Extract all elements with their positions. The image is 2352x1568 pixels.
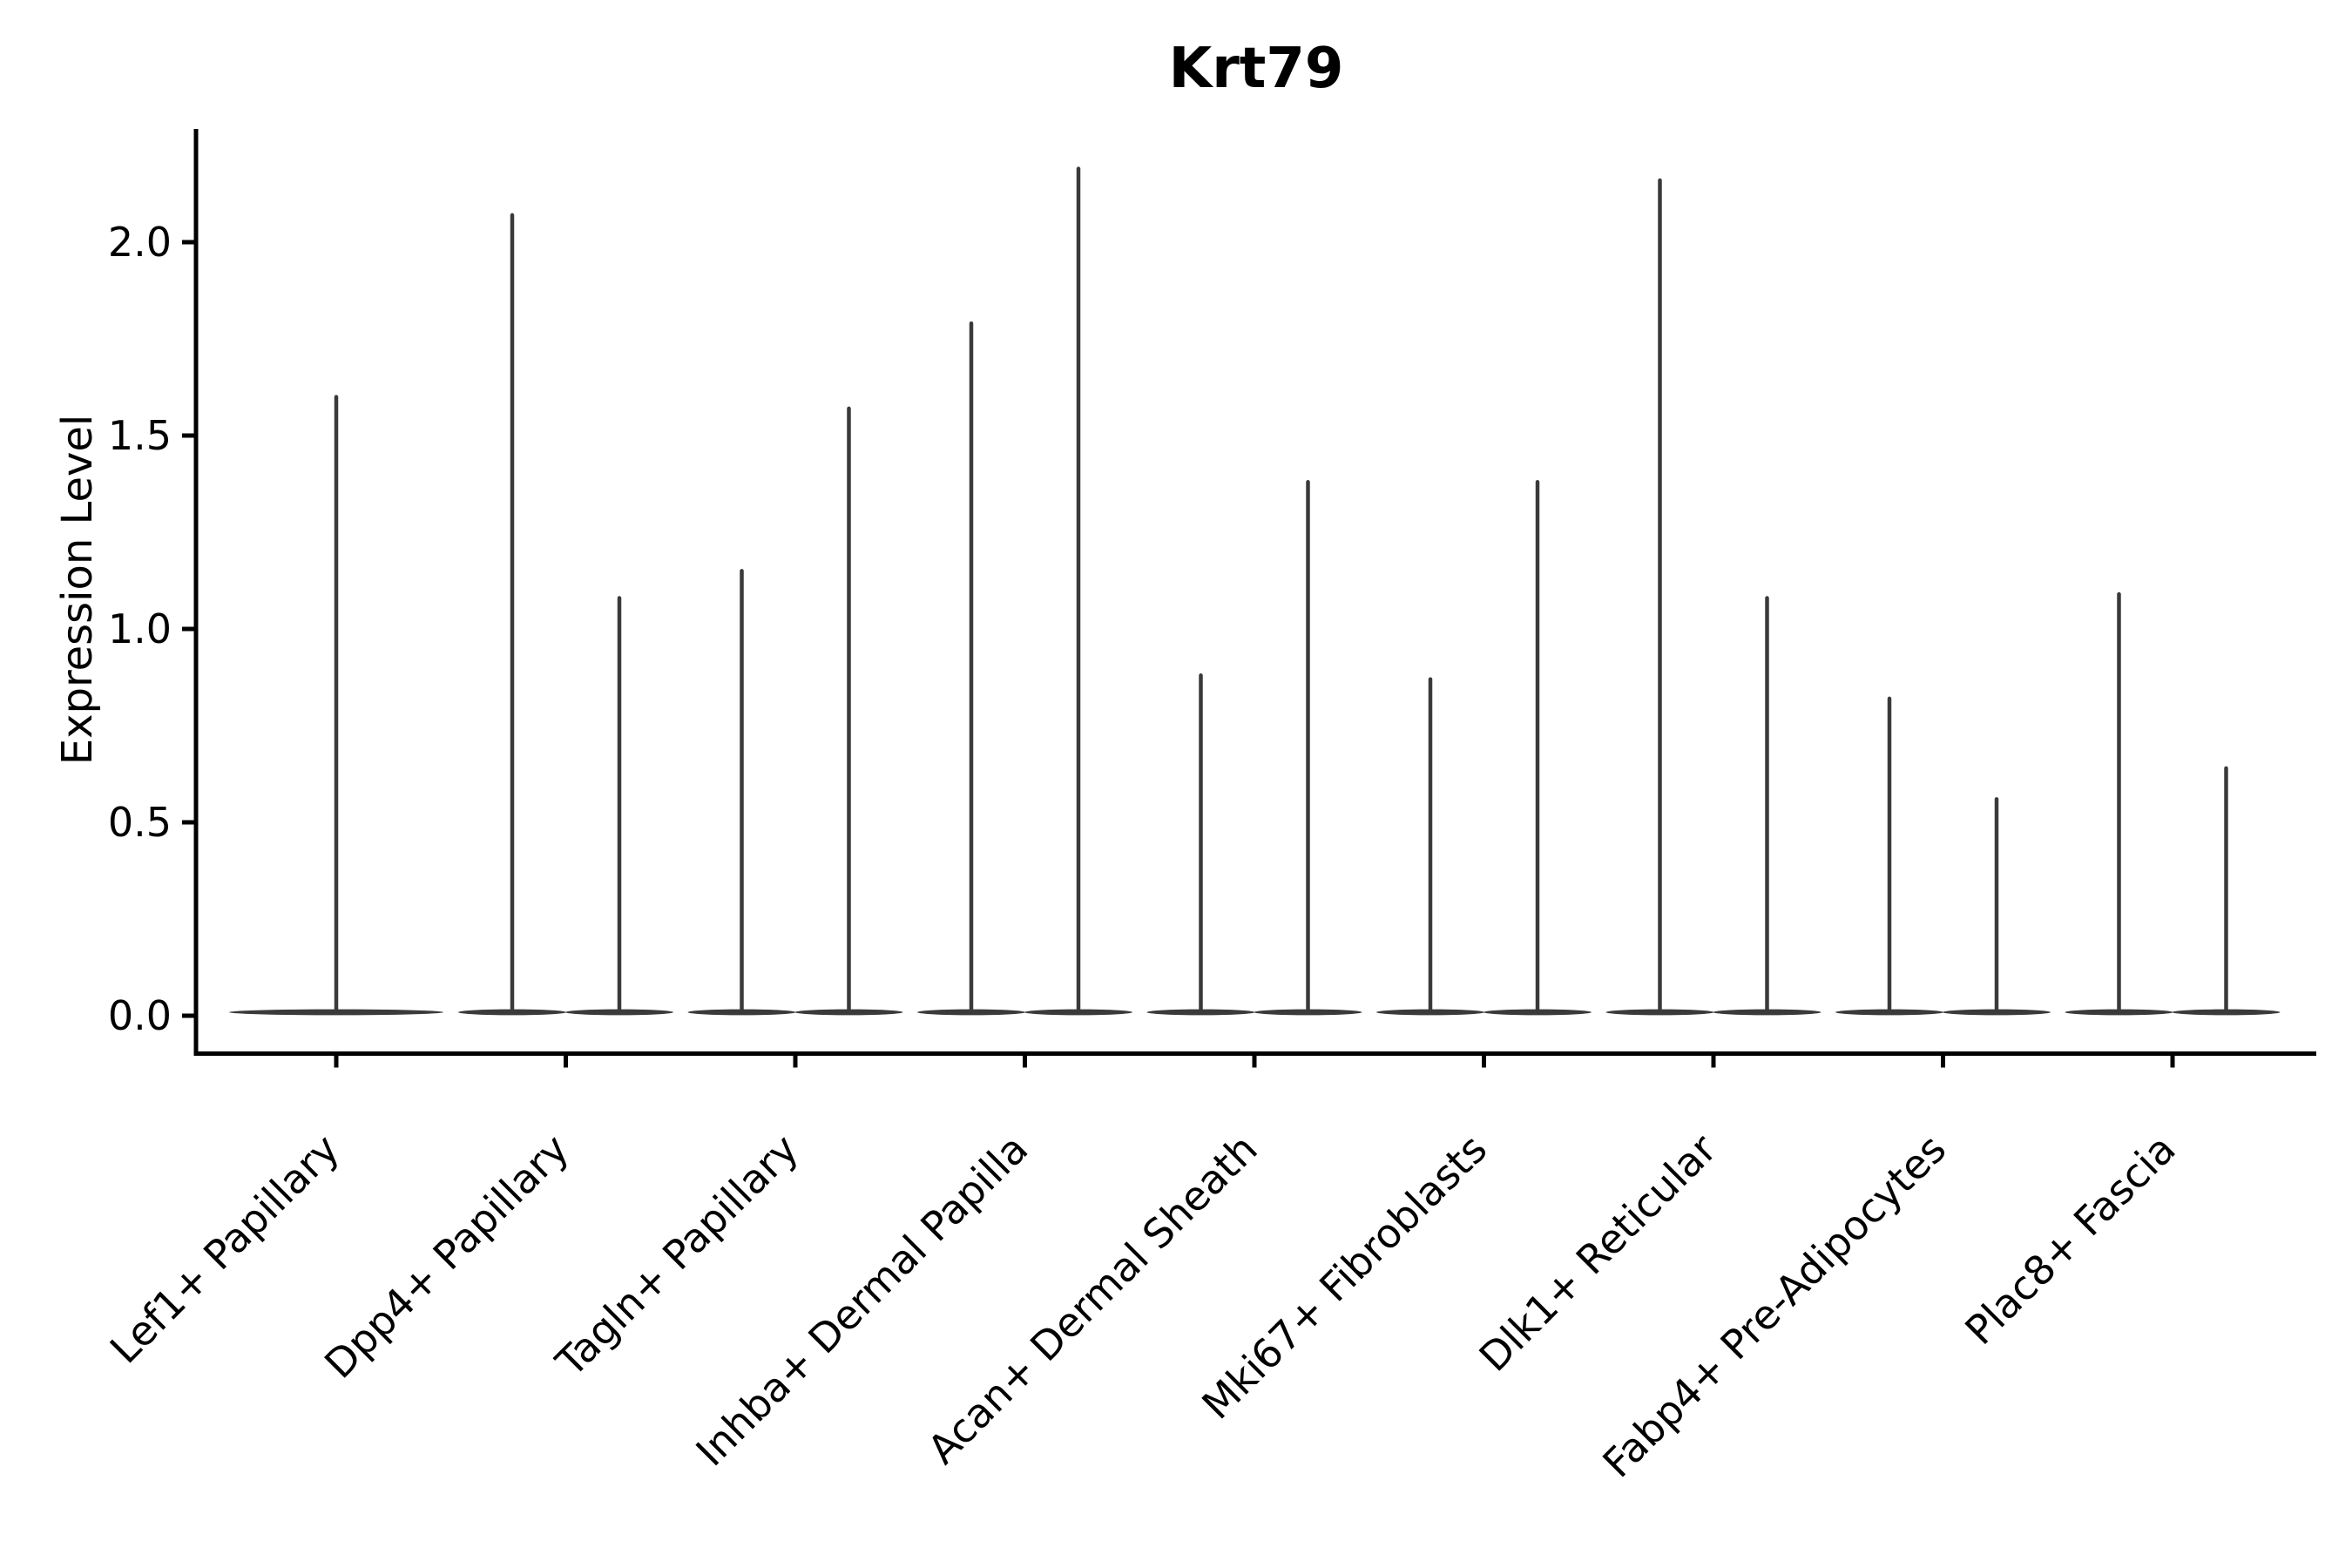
y-tick-label: 1.0 (108, 605, 172, 652)
axes-layer (182, 129, 2316, 1068)
y-axis-label: Expression Level (53, 415, 102, 766)
y-tick-label: 1.5 (108, 412, 172, 459)
y-tick-label: 2.0 (108, 219, 172, 266)
y-tick-label: 0.5 (108, 799, 172, 846)
chart-title: Krt79 (1169, 37, 1344, 101)
violin-layer (229, 166, 2281, 1016)
y-tick-label: 0.0 (108, 992, 172, 1039)
